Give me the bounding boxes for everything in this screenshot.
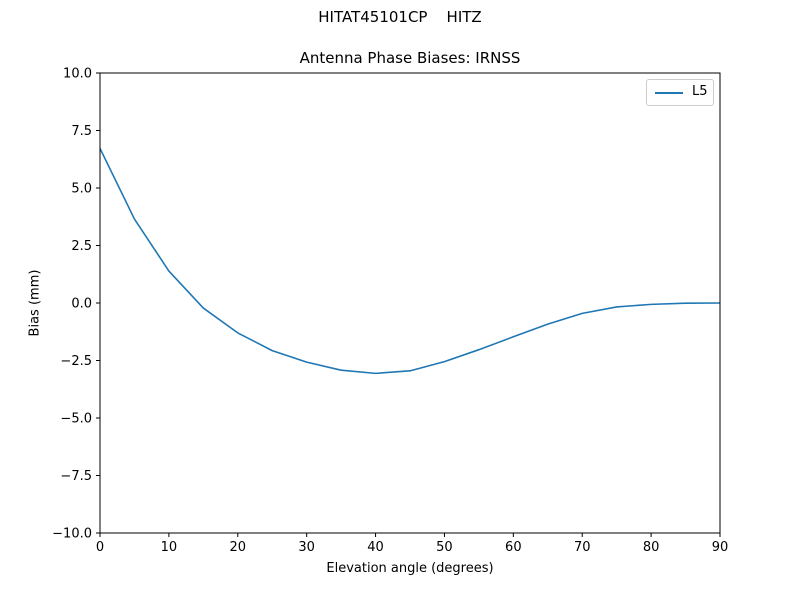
series-line-l5 [99,148,721,375]
y-axis-ticks: 10.0 7.5 5.0 2.5 0.0 −2.5 −5.0 −7.5 −10.0 [52,67,100,542]
svg-text:10.0: 10.0 [63,67,92,82]
svg-text:60: 60 [505,540,522,555]
svg-text:40: 40 [367,540,384,555]
svg-text:30: 30 [298,540,315,555]
svg-text:−10.0: −10.0 [52,527,92,542]
svg-text:−2.5: −2.5 [60,354,92,369]
svg-text:10: 10 [161,540,178,555]
svg-text:70: 70 [574,540,591,555]
svg-text:−7.5: −7.5 [60,469,92,484]
legend: L5 [646,79,714,106]
svg-text:0: 0 [96,540,104,555]
x-axis-label: Elevation angle (degrees) [326,561,494,576]
legend-label-l5: L5 [692,84,708,99]
svg-text:2.5: 2.5 [71,239,92,254]
svg-text:20: 20 [230,540,247,555]
legend-swatch-l5 [655,92,683,94]
svg-text:5.0: 5.0 [71,182,92,197]
svg-text:7.5: 7.5 [71,124,92,139]
svg-text:−5.0: −5.0 [60,412,92,427]
svg-text:0.0: 0.0 [71,297,92,312]
figure-suptitle: HITAT45101CP HITZ [318,8,482,26]
svg-text:90: 90 [712,540,729,555]
chart-title: Antenna Phase Biases: IRNSS [299,49,521,67]
svg-text:50: 50 [436,540,453,555]
axes-frame [99,72,721,534]
svg-text:80: 80 [643,540,660,555]
y-axis-label: Bias (mm) [27,269,43,337]
x-axis-ticks: 0 10 20 30 40 50 60 70 80 90 [96,533,728,555]
